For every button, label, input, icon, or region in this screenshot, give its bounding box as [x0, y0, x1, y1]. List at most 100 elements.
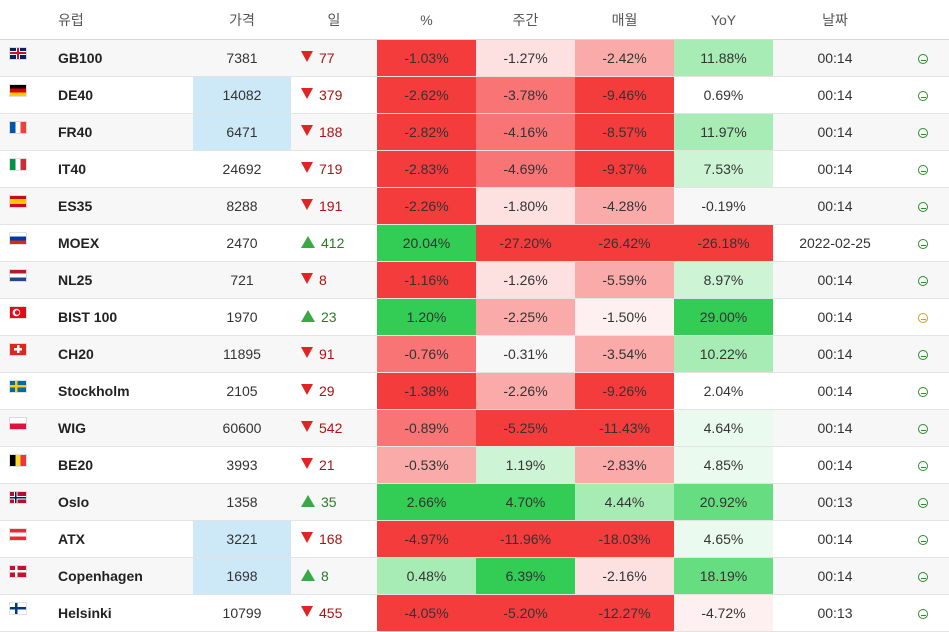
be-flag-icon — [10, 454, 26, 466]
table-row[interactable]: CH20 11895 91 -0.76% -0.31% -3.54% 10.22% 00:14 — [0, 335, 949, 373]
weekly-change-cell: -1.27% — [476, 39, 575, 77]
header-pct[interactable]: % — [377, 0, 476, 40]
monthly-change-cell: 4.44% — [575, 483, 674, 521]
instrument-name[interactable]: DE40 — [38, 76, 193, 114]
instrument-name[interactable]: GB100 — [38, 39, 193, 77]
pct-change-cell: -1.16% — [377, 261, 476, 299]
weekly-change-cell: -4.16% — [476, 113, 575, 151]
header-name[interactable]: 유럽 — [38, 0, 193, 40]
monthly-change-cell: -26.42% — [575, 224, 674, 262]
header-date[interactable]: 날짜 — [773, 0, 897, 40]
yoy-change-cell: -0.19% — [674, 187, 773, 225]
table-row[interactable]: Oslo 1358 35 2.66% 4.70% 4.44% 20.92% 00:13 — [0, 483, 949, 521]
table-row[interactable]: Stockholm 2105 29 -1.38% -2.26% -9.26% 2.04% 00… — [0, 372, 949, 410]
it-flag-icon — [10, 158, 26, 170]
header-month[interactable]: 매월 — [575, 0, 674, 40]
price-cell: 24692 — [193, 150, 291, 188]
market-status-icon — [918, 313, 928, 324]
instrument-name[interactable]: WIG — [38, 409, 193, 447]
instrument-name[interactable]: BIST 100 — [38, 298, 193, 336]
table-row[interactable]: WIG 60600 542 -0.89% -5.25% -11.43% 4.64% 00:14 — [0, 409, 949, 447]
header-week[interactable]: 주간 — [476, 0, 575, 40]
date-cell: 00:14 — [773, 76, 897, 114]
instrument-name[interactable]: ATX — [38, 520, 193, 558]
pl-flag-icon — [10, 417, 26, 429]
day-change-value: 23 — [321, 309, 337, 325]
instrument-name[interactable]: BE20 — [38, 446, 193, 484]
flag-cell — [0, 594, 38, 632]
instrument-name[interactable]: NL25 — [38, 261, 193, 299]
instrument-name[interactable]: IT40 — [38, 150, 193, 188]
arrow-down-icon — [301, 605, 313, 617]
day-change-cell: 21 — [291, 446, 377, 484]
date-cell: 00:14 — [773, 557, 897, 595]
day-change-cell: 542 — [291, 409, 377, 447]
table-row[interactable]: BIST 100 1970 23 1.20% -2.25% -1.50% 29.00% 00:… — [0, 298, 949, 336]
table-row[interactable]: IT40 24692 719 -2.83% -4.69% -9.37% 7.53% 00:14 — [0, 150, 949, 188]
pct-change-cell: -2.83% — [377, 150, 476, 188]
date-cell: 00:14 — [773, 335, 897, 373]
monthly-change-cell: -9.46% — [575, 76, 674, 114]
monthly-change-cell: -8.57% — [575, 113, 674, 151]
header-yoy[interactable]: YoY — [674, 0, 773, 40]
day-change-value: 35 — [321, 494, 337, 510]
status-cell — [897, 594, 949, 632]
weekly-change-cell: -11.96% — [476, 520, 575, 558]
yoy-change-cell: 29.00% — [674, 298, 773, 336]
date-cell: 00:14 — [773, 39, 897, 77]
date-cell: 00:14 — [773, 409, 897, 447]
arrow-down-icon — [301, 87, 313, 99]
flag-cell — [0, 446, 38, 484]
yoy-change-cell: 4.64% — [674, 409, 773, 447]
monthly-change-cell: -5.59% — [575, 261, 674, 299]
instrument-name[interactable]: ES35 — [38, 187, 193, 225]
table-row[interactable]: DE40 14082 379 -2.62% -3.78% -9.46% 0.69% 00:14 — [0, 76, 949, 114]
instrument-name[interactable]: Oslo — [38, 483, 193, 521]
status-cell — [897, 335, 949, 373]
table-row[interactable]: ATX 3221 168 -4.97% -11.96% -18.03% 4.65% 00:14 — [0, 520, 949, 558]
date-cell: 00:13 — [773, 483, 897, 521]
weekly-change-cell: -4.69% — [476, 150, 575, 188]
arrow-down-icon — [301, 457, 313, 469]
instrument-name[interactable]: Copenhagen — [38, 557, 193, 595]
table-row[interactable]: FR40 6471 188 -2.82% -4.16% -8.57% 11.97% 00:14 — [0, 113, 949, 151]
day-change-value: 29 — [319, 383, 335, 399]
table-row[interactable]: Copenhagen 1698 8 0.48% 6.39% -2.16% 18.19% 00:… — [0, 557, 949, 595]
table-row[interactable]: NL25 721 8 -1.16% -1.26% -5.59% 8.97% 00:14 — [0, 261, 949, 299]
date-cell: 00:14 — [773, 298, 897, 336]
table-row[interactable]: MOEX 2470 412 20.04% -27.20% -26.42% -26.18% 20… — [0, 224, 949, 262]
instrument-name[interactable]: MOEX — [38, 224, 193, 262]
day-change-value: 542 — [319, 420, 343, 436]
price-cell: 6471 — [193, 113, 291, 151]
table-row[interactable]: GB100 7381 77 -1.03% -1.27% -2.42% 11.88% 00:14 — [0, 39, 949, 77]
fi-flag-icon — [10, 602, 26, 614]
instrument-name[interactable]: CH20 — [38, 335, 193, 373]
instrument-name[interactable]: FR40 — [38, 113, 193, 151]
flag-cell — [0, 298, 38, 336]
monthly-change-cell: -9.26% — [575, 372, 674, 410]
price-cell: 1698 — [193, 557, 291, 595]
day-change-cell: 91 — [291, 335, 377, 373]
status-cell — [897, 520, 949, 558]
day-change-value: 91 — [319, 346, 335, 362]
instrument-name[interactable]: Stockholm — [38, 372, 193, 410]
status-cell — [897, 113, 949, 151]
yoy-change-cell: 4.65% — [674, 520, 773, 558]
table-row[interactable]: Helsinki 10799 455 -4.05% -5.20% -12.27% -4.72… — [0, 594, 949, 632]
status-cell — [897, 483, 949, 521]
weekly-change-cell: -5.20% — [476, 594, 575, 632]
table-row[interactable]: BE20 3993 21 -0.53% 1.19% -2.83% 4.85% 00:14 — [0, 446, 949, 484]
header-price[interactable]: 가격 — [193, 0, 291, 40]
instrument-name[interactable]: Helsinki — [38, 594, 193, 632]
flag-cell — [0, 261, 38, 299]
day-change-value: 412 — [321, 235, 345, 251]
day-change-value: 191 — [319, 198, 343, 214]
weekly-change-cell: -0.31% — [476, 335, 575, 373]
header-day[interactable]: 일 — [291, 0, 377, 40]
status-cell — [897, 298, 949, 336]
table-row[interactable]: ES35 8288 191 -2.26% -1.80% -4.28% -0.19% 00:14 — [0, 187, 949, 225]
ch-flag-icon — [10, 343, 26, 355]
price-cell: 2470 — [193, 224, 291, 262]
status-cell — [897, 39, 949, 77]
